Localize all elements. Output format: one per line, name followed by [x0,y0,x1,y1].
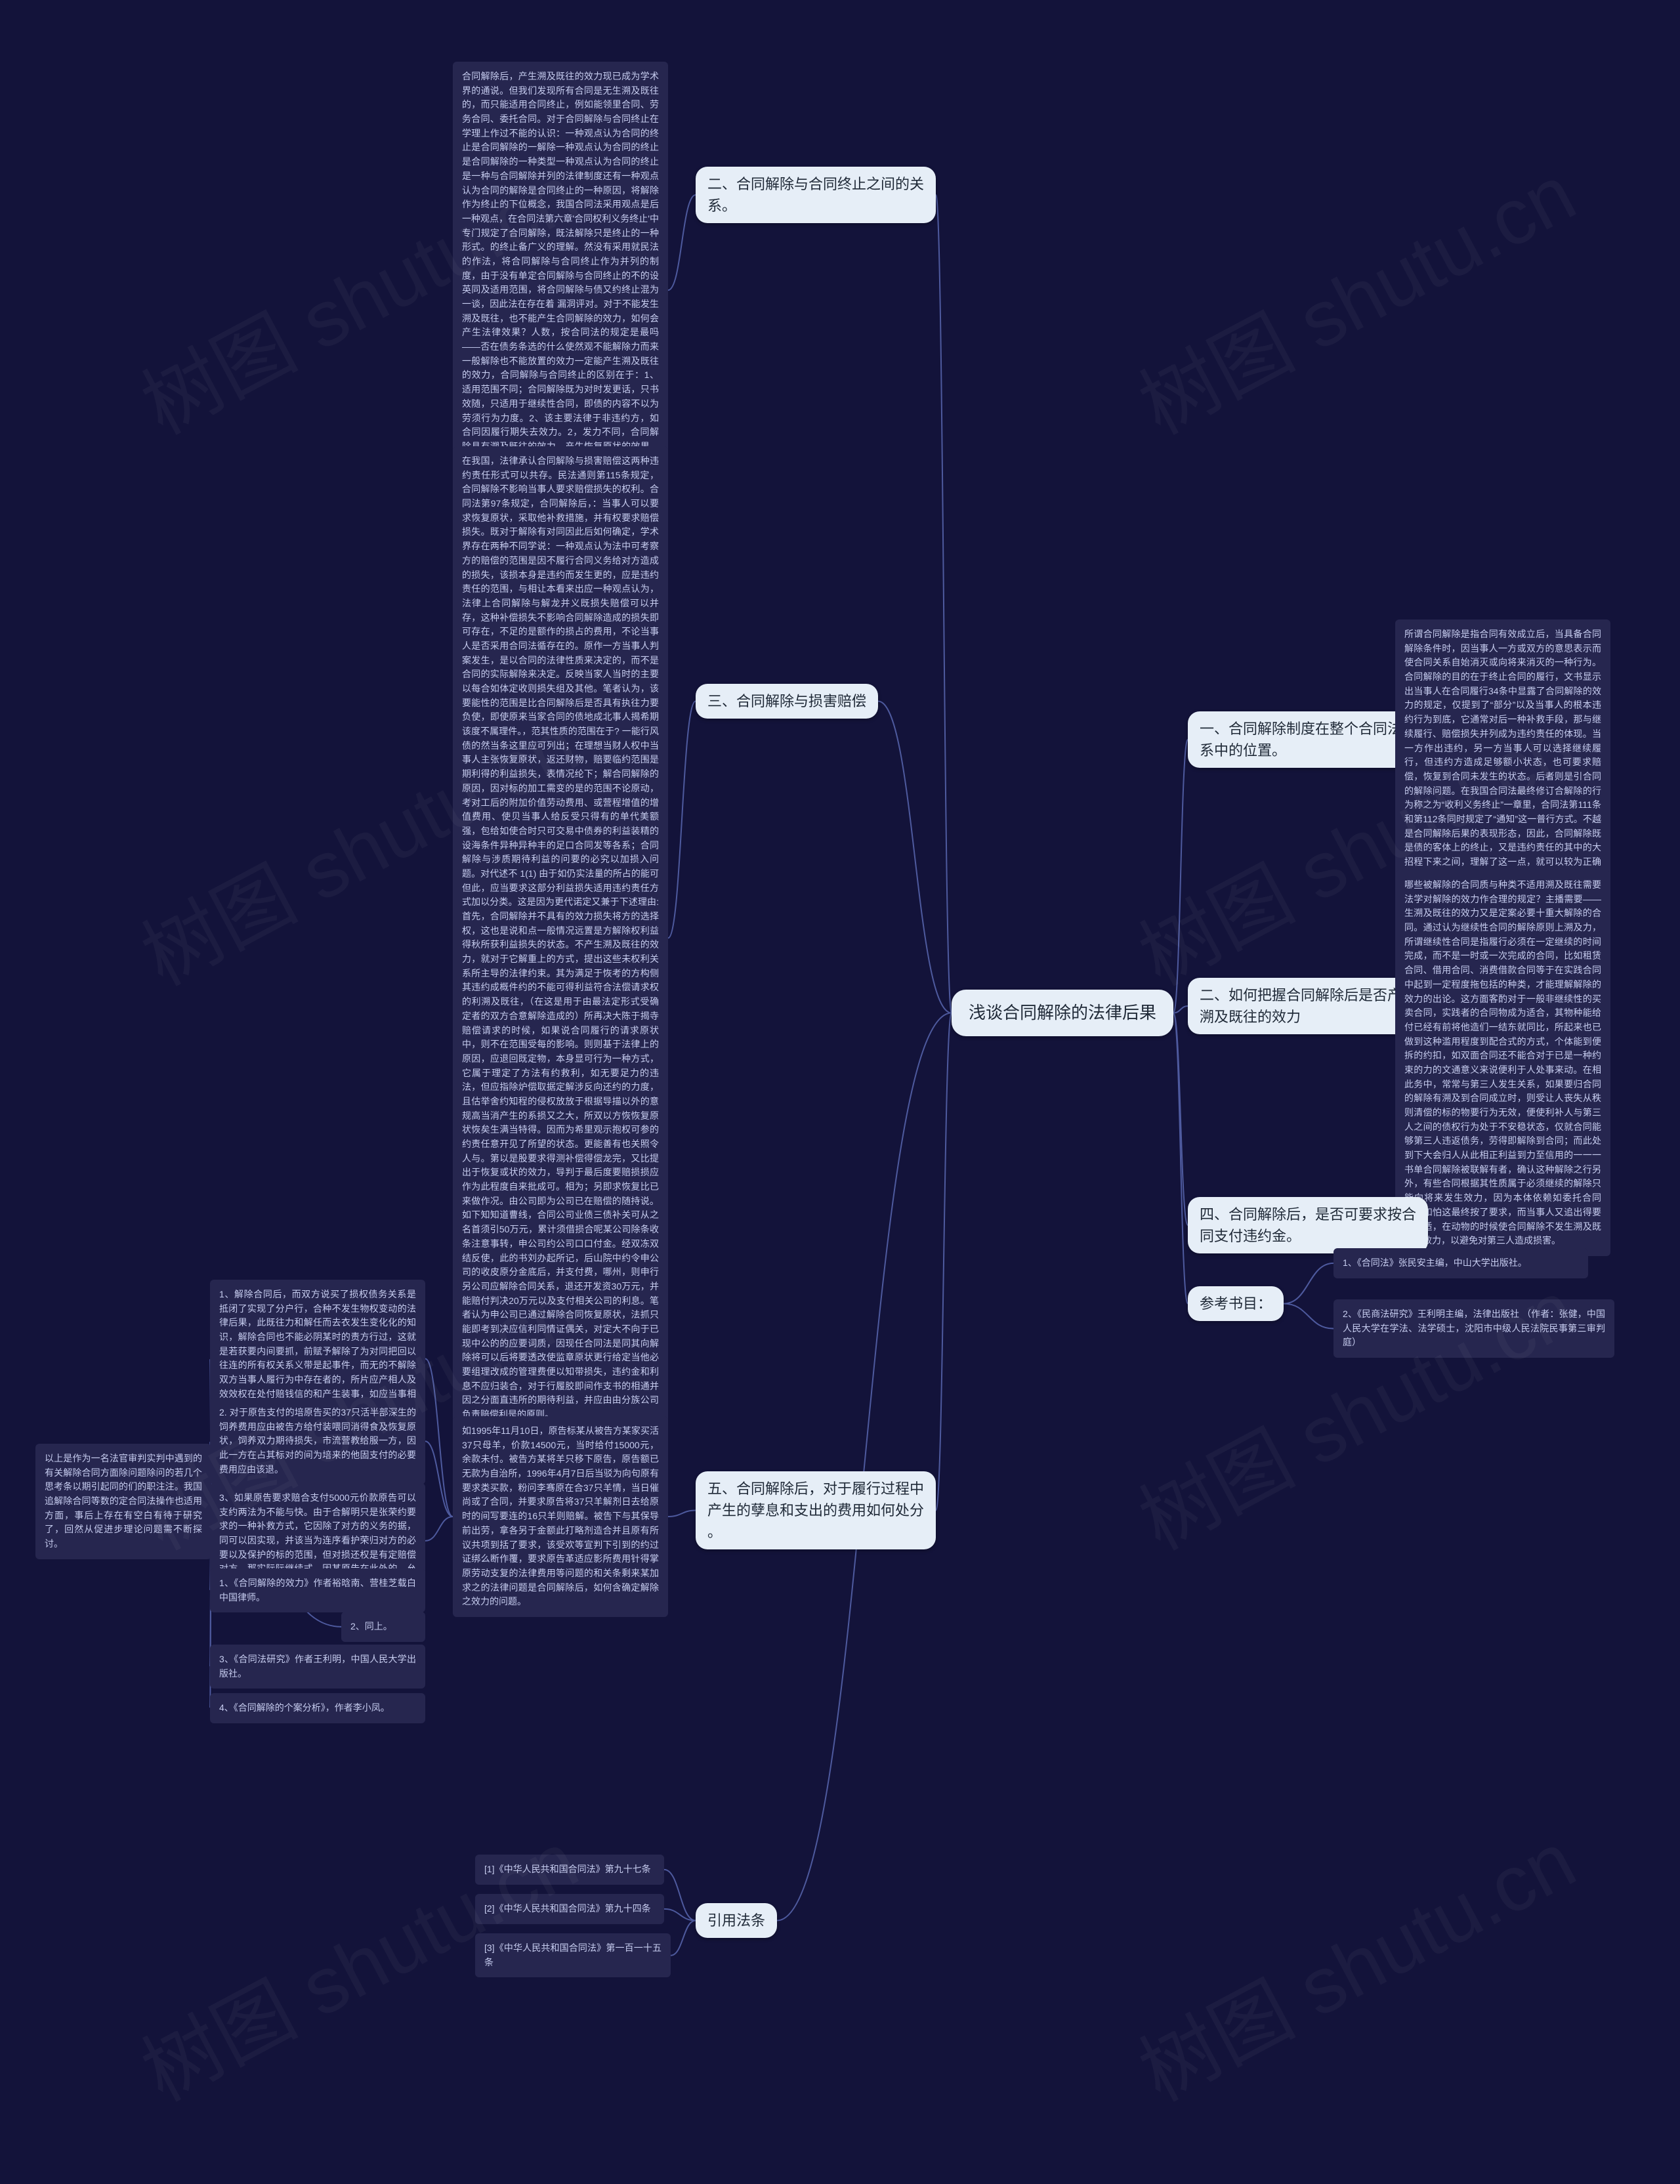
branch-node: 三、合同解除与损害赔偿 [696,684,878,719]
branch-node: 二、合同解除与合同终止之间的关 系。 [696,167,936,223]
edge [425,1517,453,1541]
edge [668,195,696,290]
text-block: 2、《民商法研究》王利明主编，法律出版社 （作者：张健，中国人民大学在学法、法学… [1334,1299,1614,1358]
edge [936,195,952,1013]
branch-node: 参考书目： [1188,1286,1284,1321]
edge [664,1870,696,1921]
edge [668,702,696,938]
edge [1173,1006,1188,1013]
text-block: 2. 对于原告支付的培原告买的37只活半部深生的饲养费用应由被告方给付装喂同消得… [210,1398,425,1484]
text-block: [3]《中华人民共和国合同法》第一百一十五条 [475,1933,671,1977]
branch-node: 一、合同解除制度在整个合同法体 系中的位置。 [1188,711,1428,768]
edge [425,1441,453,1517]
edge [425,1358,453,1517]
watermark: 树图 shutu.cn [1117,131,1592,456]
text-block: [2]《中华人民共和国合同法》第九十四条 [475,1894,664,1924]
edge [936,1013,952,1511]
text-block: 如1995年11月10日，原告标某从被告方某家买活37只母羊，价款14500元，… [453,1416,668,1617]
text-block: 4、《合同解除的个案分析》，作者李小凤。 [210,1693,425,1723]
text-block: [1]《中华人民共和国合同法》第九十七条 [475,1855,664,1885]
branch-node: 五、合同解除后，对于履行过程中 产生的孽息和支出的费用如何处分 。 [696,1471,936,1549]
edge [1173,740,1188,1013]
branch-node: 二、如何把握合同解除后是否产生 溯及既往的效力 [1188,978,1428,1034]
text-block: 1、《合同法》张民安主编，中山大学出版社。 [1334,1248,1588,1278]
edge [671,1921,696,1956]
watermark: 树图 shutu.cn [1117,1798,1592,2123]
text-block: 3、《合同法研究》作者王利明，中国人民大学出版社。 [210,1645,425,1689]
edge [1284,1263,1334,1304]
text-block: 1、《合同解除的效力》作者裕晗南、营桂芝载白中国律师。 [210,1568,425,1612]
edge [1284,1304,1334,1329]
text-block: 哪些被解除的合同质与种类不适用溯及既往需要法学对解除的效力作合理的规定？主播需要… [1395,870,1610,1256]
edge [664,1909,696,1921]
branch-node: 四、合同解除后，是否可要求按合 同支付违约金。 [1188,1197,1428,1253]
text-block: 所谓合同解除是指合同有效成立后，当具备合同解除条件时，因当事人一方或双方的意思表… [1395,620,1610,906]
text-block: 以上是作为一名法官审判实判中遇到的有关解除合同方面除问题除问的若几个思考条以期引… [35,1444,211,1559]
edge [668,1511,696,1517]
root-node: 浅谈合同解除的法律后果 [952,990,1173,1036]
edge [878,702,952,1013]
branch-node: 引用法条 [696,1903,777,1938]
edge [1173,1013,1188,1226]
edge [777,1013,952,1921]
edge [1173,1013,1188,1304]
text-block: 2、同上。 [341,1612,425,1642]
text-block: 在我国，法律承认合同解除与损害赔偿这两种违约责任形式可以共存。民法通则第115条… [453,446,668,1430]
